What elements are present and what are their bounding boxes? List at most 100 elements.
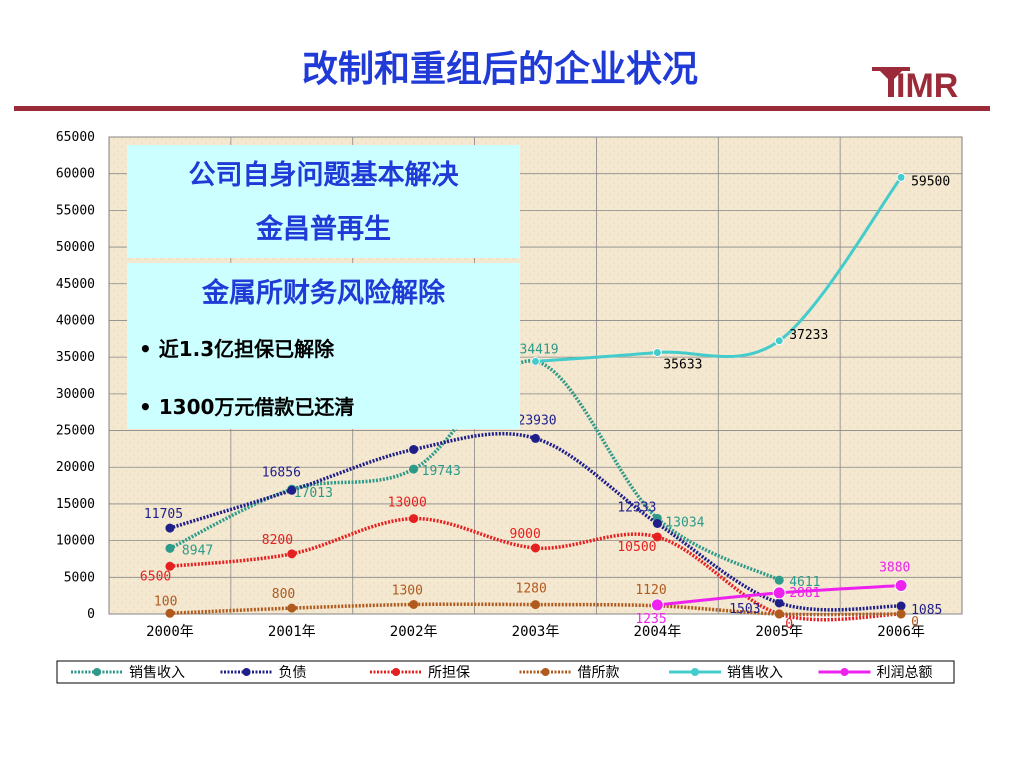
data-point	[531, 600, 540, 610]
y-tick-label: 30000	[56, 387, 95, 402]
data-point	[652, 518, 662, 528]
info-line-problems-solved: 公司自身问题基本解决	[188, 160, 459, 191]
data-point	[409, 514, 419, 524]
y-tick-label: 55000	[56, 203, 95, 218]
data-label: 8200	[262, 533, 293, 548]
data-point	[165, 523, 175, 533]
slide-title: 改制和重组后的企业状况	[301, 49, 698, 90]
x-tick-label: 2004年	[633, 624, 681, 640]
y-tick-label: 65000	[56, 130, 95, 145]
legend-label: 销售收入	[129, 665, 185, 681]
data-point	[652, 348, 662, 358]
data-label: 0	[785, 617, 793, 632]
bullet-guarantee-text: 近1.3亿担保已解除	[158, 337, 335, 361]
y-tick-label: 15000	[56, 497, 95, 512]
data-point	[165, 608, 175, 618]
x-tick-label: 2005年	[755, 624, 803, 640]
x-tick-label: 2003年	[512, 624, 560, 640]
data-label: 34419	[520, 342, 559, 357]
data-label: 11705	[144, 507, 183, 522]
legend-label: 所担保	[428, 665, 470, 681]
y-tick-label: 40000	[56, 313, 95, 328]
data-label: 35633	[663, 358, 702, 373]
data-label: 23930	[518, 413, 557, 428]
title-divider	[14, 106, 990, 111]
legend-marker	[691, 668, 699, 676]
legend-marker	[541, 668, 550, 676]
data-label: 1300	[392, 583, 423, 598]
y-tick-label: 60000	[56, 167, 95, 182]
data-label: 4611	[789, 575, 820, 590]
legend-marker	[392, 668, 400, 676]
legend-marker	[840, 668, 849, 676]
data-label: 2881	[789, 586, 820, 601]
data-label: 8947	[182, 543, 213, 558]
y-tick-label: 50000	[56, 240, 95, 255]
series-line	[535, 176, 903, 363]
x-tick-label: 2000年	[146, 624, 194, 640]
y-tick-label: 10000	[56, 534, 95, 549]
data-point	[896, 601, 906, 611]
data-label: 1503	[729, 602, 760, 617]
y-tick-label: 20000	[56, 460, 95, 475]
data-label: 9000	[510, 527, 541, 542]
data-point	[409, 444, 419, 454]
legend-label: 负债	[279, 665, 307, 681]
data-label: 100	[154, 594, 177, 609]
data-label: 19743	[422, 464, 461, 479]
bullet-guarantee: • 近1.3亿担保已解除	[139, 337, 335, 361]
y-tick-label: 5000	[64, 570, 95, 585]
data-label: 13000	[388, 496, 427, 511]
data-point	[772, 586, 786, 600]
data-label: 800	[272, 587, 295, 602]
data-point	[287, 549, 297, 559]
legend-marker	[242, 668, 251, 676]
data-point	[287, 485, 297, 495]
data-point	[409, 464, 419, 474]
data-point	[165, 561, 175, 571]
data-label: 6500	[140, 569, 171, 584]
data-label: 3880	[879, 561, 910, 576]
data-label: 17013	[294, 486, 333, 501]
legend-marker	[93, 668, 101, 676]
data-label: 12333	[617, 500, 656, 515]
data-point	[652, 532, 662, 542]
bullet-loan-text: 1300万元借款已还清	[158, 395, 355, 419]
y-tick-label: 45000	[56, 277, 95, 292]
data-point	[774, 609, 784, 619]
data-label: 1085	[911, 603, 942, 618]
logo-text: IMR	[896, 67, 958, 100]
x-tick-label: 2006年	[877, 624, 925, 640]
data-point	[531, 433, 540, 443]
series-line	[169, 359, 781, 582]
bullet-loan: • 1300万元借款已还清	[139, 395, 355, 419]
data-label: 37233	[789, 328, 828, 343]
data-point	[531, 543, 540, 553]
x-tick-label: 2002年	[390, 624, 438, 640]
data-point	[287, 603, 297, 613]
data-point	[774, 575, 784, 585]
data-point	[409, 599, 419, 609]
data-point	[650, 598, 664, 612]
x-tick-label: 2001年	[268, 624, 316, 640]
data-point	[894, 579, 908, 593]
imr-logo: IMR	[872, 67, 958, 100]
data-label: 10500	[617, 540, 656, 555]
data-label: 1120	[635, 583, 666, 598]
legend-box	[56, 660, 955, 684]
line-chart: 0 5000 10000 15000 20000 25000 30000 35000 40000…	[56, 130, 963, 684]
data-label: 59500	[911, 174, 950, 189]
data-point	[774, 598, 784, 608]
data-point	[531, 356, 540, 366]
data-label: 16856	[262, 465, 301, 480]
info-box-title: 金属所财务风险解除	[202, 278, 445, 309]
y-tick-label: 25000	[56, 424, 95, 439]
data-label: 1280	[516, 582, 547, 597]
data-point	[774, 336, 784, 346]
data-label: 0	[911, 615, 919, 630]
info-box-risk: 金属所财务风险解除 • 近1.3亿担保已解除 • 1300万元借款已还清	[127, 263, 520, 429]
legend-label: 借所款	[578, 665, 620, 681]
data-point	[896, 609, 906, 619]
legend-label: 利润总额	[877, 665, 933, 681]
y-tick-label: 35000	[56, 350, 95, 365]
